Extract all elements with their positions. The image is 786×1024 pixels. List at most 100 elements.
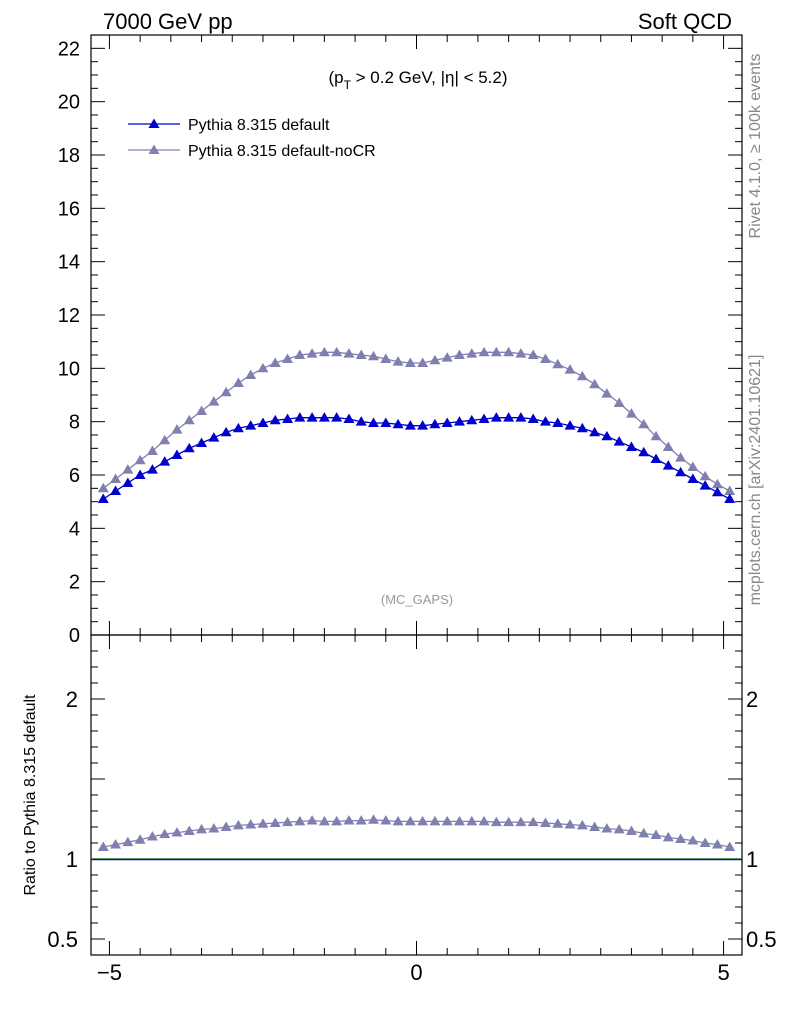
series-1-marker [318,412,330,422]
series-2-marker [552,358,564,369]
ratio-series-marker [539,817,551,827]
series-2-marker [650,430,662,441]
series-2-marker [331,346,343,357]
series-1-marker [724,493,736,503]
ratio-series-marker [245,819,257,829]
series-2-marker [318,346,330,357]
series-2-marker [368,350,380,361]
series-1-marker [134,469,146,479]
analysis-watermark: (MC_GAPS) [381,592,453,607]
ratio-x-tick-label: 0 [410,960,422,985]
ratio-series-marker [282,816,294,827]
main-y-tick-label: 8 [69,412,80,434]
series-2-marker [208,396,220,406]
ratio-series-marker [589,821,601,831]
ratio-plot-area [91,814,742,861]
series-1-marker [368,417,380,427]
ratio-series-marker [699,837,711,847]
mcplots-side-label: mcplots.cern.ch [arXiv:2401.10621] [747,355,764,606]
series-1-marker [650,453,662,463]
ratio-series-marker [183,825,195,835]
cut-label: (pT > 0.2 GeV, |η| < 5.2) [328,68,507,92]
ratio-series-marker [196,823,208,834]
ratio-series-marker [441,815,453,826]
ratio-series-marker [331,815,343,826]
series-1-marker [490,412,502,422]
series-2-marker [417,357,429,367]
series-1-marker [675,466,687,477]
axis-ticks [91,35,742,955]
series-2-marker [453,349,465,359]
series-2-marker [159,434,171,445]
legend-label-series1: Pythia 8.315 default [188,117,330,134]
ratio-y-tick-label: 1 [66,847,78,872]
series-1-marker [662,460,674,470]
ratio-series-marker [368,814,380,824]
series-1-marker [552,417,564,427]
series-2-marker [429,354,441,365]
series-1-marker [257,417,269,427]
series-1-marker [711,486,723,497]
series-1-marker [343,413,355,423]
main-y-tick-label: 18 [58,145,80,167]
header-right: Soft QCD [638,9,732,34]
series-1-marker [453,416,465,426]
series-2-marker [711,478,723,489]
series-line-1 [102,417,731,500]
ratio-series-marker [343,815,355,825]
ratio-y-tick-label-right: 1 [746,847,758,872]
ratio-y-tick-label-right: 2 [746,687,758,712]
series-1-marker [613,436,625,446]
series-1-marker [245,420,257,430]
series-2-marker [638,418,650,429]
ratio-series-marker [208,823,220,833]
series-2-marker [675,452,687,462]
series-1-marker [331,412,343,422]
main-y-tick-label: 4 [69,518,80,540]
series-1-marker [110,485,122,495]
ratio-series-marker [294,815,306,826]
series-2-marker [97,482,109,493]
series-2-marker [343,348,355,358]
main-y-tick-label: 20 [58,92,80,114]
ratio-series-marker [392,815,404,826]
ratio-series-marker [159,828,171,839]
legend-label-series2: Pythia 8.315 default-noCR [188,143,376,160]
series-2-marker [576,370,588,381]
main-y-tick-label: 16 [58,198,80,220]
series-2-marker [282,353,294,363]
ratio-series-marker [662,831,674,842]
series-1-marker [294,412,306,422]
cut-label-prefix: (p [328,68,343,87]
series-2-marker [589,378,601,389]
main-y-tick-label: 22 [58,38,80,60]
series-2-marker [625,408,637,418]
legend-entry-series2: Pythia 8.315 default-noCR [128,143,376,160]
ratio-y-tick-label: 2 [66,687,78,712]
ratio-series-line [103,819,730,848]
series-1-marker [269,414,281,425]
ratio-series-marker [417,815,429,826]
series-2-marker [662,441,674,451]
ratio-series-marker [601,823,613,833]
ratio-y-axis-label: Ratio to Pythia 8.315 default [22,694,39,896]
series-1-marker [417,420,429,430]
ratio-series-marker [527,816,539,827]
series-2-marker [564,364,576,374]
series-1-marker [441,417,453,427]
series-2-marker [257,362,269,373]
series-1-marker [122,477,134,487]
ratio-frame [90,634,743,956]
ratio-series-marker [269,817,281,827]
series-1-marker [220,426,232,437]
series-2-marker [245,369,257,379]
series-1-marker [699,480,711,490]
ratio-series-marker [503,816,515,827]
ratio-x-tick-label: −5 [97,960,122,985]
series-1-marker [171,449,183,459]
main-y-tick-label: 6 [69,465,80,487]
series-1-marker [355,416,367,426]
series-1-marker [232,422,244,433]
